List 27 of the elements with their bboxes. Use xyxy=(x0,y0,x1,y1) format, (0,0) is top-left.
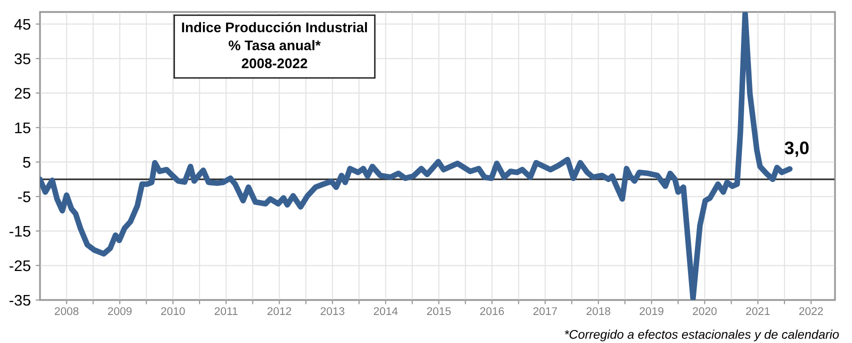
x-tick-label: 2021 xyxy=(746,307,770,316)
annotation: 3,0 xyxy=(784,141,809,157)
x-tick-label: 2016 xyxy=(480,307,504,316)
y-tick-label: -5 xyxy=(18,192,30,202)
x-tick-label: 2015 xyxy=(427,307,451,316)
text: Indice Producción Industrial % Tasa anual* 2008-2022 xyxy=(182,22,367,68)
x-tick-label: 2013 xyxy=(320,307,344,316)
x-tick-label: 2010 xyxy=(161,307,185,316)
y-tick-label: 25 xyxy=(14,88,30,99)
x-tick-label: 2008 xyxy=(54,307,78,316)
x-tick-label: 2020 xyxy=(692,307,717,316)
y-tick-label: 35 xyxy=(14,53,30,64)
x-tick-label: 2012 xyxy=(268,307,292,316)
text: *Corregido a efectos estacionales y de calendario xyxy=(564,330,839,342)
x-tick-label: 2014 xyxy=(374,307,398,316)
y-tick-label: -15 xyxy=(10,226,30,237)
x-tick-label: 2019 xyxy=(640,307,664,316)
y-tick-label: 15 xyxy=(15,122,30,134)
x-tick-label: 2022 xyxy=(799,307,823,316)
y-tick-label: 45 xyxy=(14,19,30,30)
y-tick-label: -35 xyxy=(10,294,30,306)
y-tick-label: 5 xyxy=(23,157,30,168)
x-tick-label: 2017 xyxy=(533,307,557,316)
x-tick-label: 2011 xyxy=(214,307,238,316)
x-tick-label: 2018 xyxy=(586,307,610,316)
x-tick-label: 2009 xyxy=(108,307,132,316)
y-tick-label: -25 xyxy=(10,260,30,272)
